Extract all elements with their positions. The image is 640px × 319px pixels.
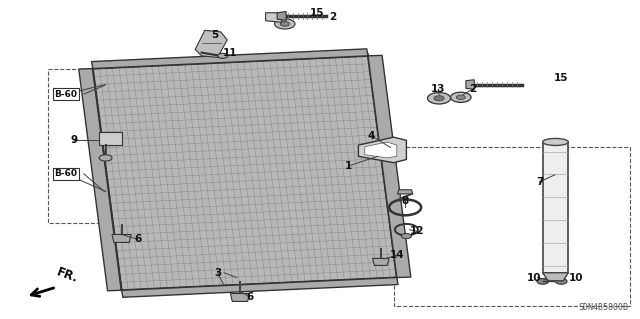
Text: 5: 5 — [211, 30, 218, 40]
Text: 15: 15 — [554, 73, 568, 83]
Polygon shape — [112, 234, 131, 242]
Polygon shape — [99, 132, 122, 145]
Circle shape — [556, 278, 567, 284]
Polygon shape — [397, 190, 413, 194]
Circle shape — [428, 93, 451, 104]
Text: 9: 9 — [70, 135, 78, 145]
Polygon shape — [79, 69, 122, 291]
Circle shape — [275, 19, 295, 29]
Text: 11: 11 — [223, 48, 237, 58]
Text: B-60: B-60 — [54, 169, 77, 178]
Polygon shape — [368, 56, 411, 278]
Text: 3: 3 — [214, 268, 221, 278]
Text: 4: 4 — [367, 130, 375, 141]
Text: 2: 2 — [329, 12, 337, 22]
Circle shape — [434, 96, 444, 101]
Polygon shape — [543, 142, 568, 273]
Circle shape — [451, 92, 471, 102]
Polygon shape — [93, 56, 397, 290]
Text: FR.: FR. — [54, 265, 79, 285]
Text: 8: 8 — [401, 196, 409, 206]
Polygon shape — [122, 278, 398, 297]
Polygon shape — [195, 30, 227, 57]
Polygon shape — [230, 293, 250, 301]
Circle shape — [99, 155, 112, 161]
Text: 10: 10 — [527, 272, 541, 283]
Polygon shape — [466, 80, 474, 89]
Text: 7: 7 — [536, 177, 543, 187]
Circle shape — [280, 22, 289, 26]
Text: 6: 6 — [246, 292, 253, 302]
Circle shape — [456, 95, 465, 100]
Text: 12: 12 — [410, 226, 424, 236]
Polygon shape — [372, 258, 389, 265]
Circle shape — [401, 234, 412, 239]
Polygon shape — [92, 49, 368, 69]
Text: 2: 2 — [468, 84, 476, 94]
Polygon shape — [266, 13, 282, 22]
Polygon shape — [358, 137, 406, 163]
Circle shape — [218, 53, 228, 58]
Ellipse shape — [543, 138, 568, 145]
Polygon shape — [365, 142, 397, 158]
Text: 10: 10 — [569, 272, 583, 283]
Text: 13: 13 — [431, 84, 445, 94]
Polygon shape — [543, 273, 568, 281]
Text: 14: 14 — [390, 250, 404, 260]
Text: 1: 1 — [345, 161, 353, 171]
Polygon shape — [277, 11, 286, 20]
Circle shape — [537, 278, 548, 284]
Text: SDN4B5800B: SDN4B5800B — [579, 303, 628, 312]
Text: 6: 6 — [134, 234, 141, 244]
Text: B-60: B-60 — [54, 90, 77, 99]
Text: 15: 15 — [310, 8, 324, 18]
